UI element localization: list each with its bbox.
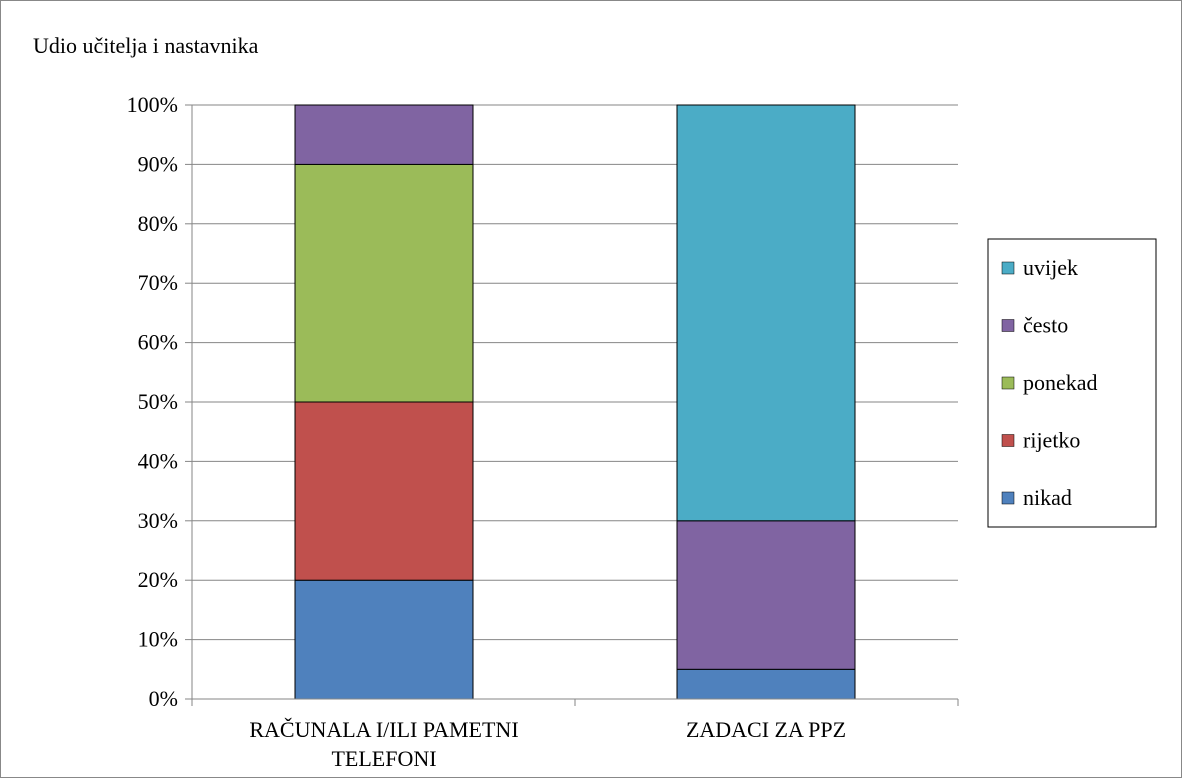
bar-segment: [294, 401, 474, 581]
x-category-labels: RAČUNALA I/ILI PAMETNI TELEFONI ZADACI ZA …: [249, 717, 846, 771]
bar-segment: [294, 104, 474, 165]
legend-swatch: [1001, 434, 1015, 447]
x-category-label: RAČUNALA I/ILI PAMETNI: [249, 717, 518, 742]
axes: [185, 104, 959, 706]
y-tick-label: 20%: [138, 567, 178, 592]
y-tick-label: 90%: [138, 151, 178, 176]
y-axis-title: Udio učitelja i nastavnika: [33, 33, 259, 58]
bar-segment: [676, 520, 856, 670]
y-tick-label: 50%: [138, 389, 178, 414]
legend-label: uvijek: [1023, 255, 1078, 280]
legend-swatch: [1001, 261, 1015, 275]
bar-segment: [676, 104, 856, 522]
legend-swatch: [1001, 491, 1015, 505]
y-tick-label: 70%: [138, 270, 178, 295]
bars: [294, 104, 856, 700]
legend-label: nikad: [1023, 485, 1072, 510]
y-tick-label: 60%: [138, 330, 178, 355]
legend-label: ponekad: [1023, 370, 1098, 395]
legend-label: često: [1023, 313, 1068, 338]
legend: uvijek često ponekad rijetko nikad: [987, 238, 1157, 528]
x-category-label: ZADACI ZA PPZ: [686, 717, 846, 742]
y-tick-label: 0%: [149, 686, 178, 711]
x-category-label: TELEFONI: [331, 746, 436, 771]
y-tick-labels: 0% 10% 20% 30% 40% 50% 60% 70% 80% 90% 100%: [127, 92, 178, 711]
y-tick-label: 80%: [138, 211, 178, 236]
legend-box: [987, 238, 1157, 528]
bar-segment: [294, 579, 474, 700]
legend-swatch: [1001, 319, 1015, 332]
y-tick-label: 100%: [127, 92, 178, 117]
y-tick-label: 10%: [138, 627, 178, 652]
legend-swatch: [1001, 376, 1015, 390]
y-tick-label: 30%: [138, 508, 178, 533]
bar-segment: [676, 668, 856, 700]
bar-segment: [294, 163, 474, 403]
legend-label: rijetko: [1023, 428, 1080, 453]
y-tick-label: 40%: [138, 448, 178, 473]
